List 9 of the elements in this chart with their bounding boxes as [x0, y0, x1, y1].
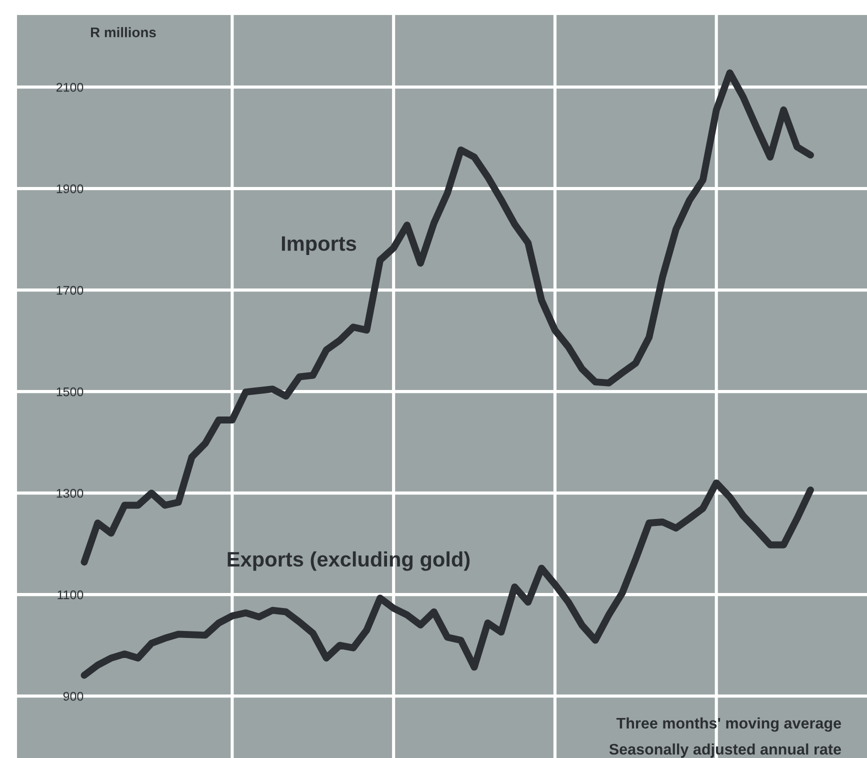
y-tick-label: 1500	[56, 387, 84, 396]
y-axis-title: R millions	[90, 27, 156, 38]
y-tick-label: 1300	[56, 488, 84, 498]
series-label: Imports	[282, 236, 356, 256]
y-tick-label: 1900	[56, 184, 84, 194]
y-tick-label: 1100	[58, 590, 84, 600]
y-tick-label: 2100	[56, 82, 84, 92]
y-tick-label: 1700	[56, 286, 84, 295]
y-tick-label: 900	[63, 692, 84, 701]
